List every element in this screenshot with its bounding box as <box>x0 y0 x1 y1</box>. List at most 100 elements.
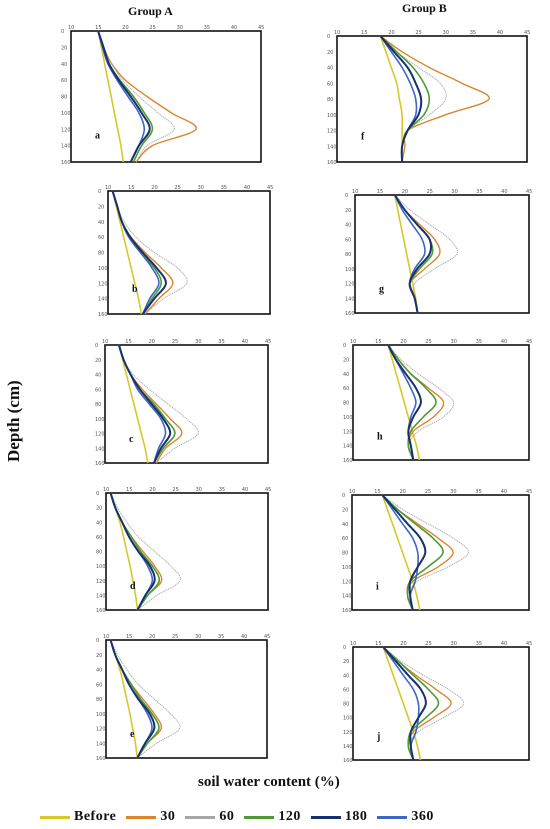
y-tick-label: 140 <box>343 444 353 450</box>
series-line-60 <box>112 190 188 315</box>
y-tick-label: 60 <box>61 78 67 84</box>
x-tick-label: 45 <box>526 339 532 345</box>
plot-frame <box>105 639 268 759</box>
legend-item: 30 <box>126 809 175 825</box>
y-tick-label: 60 <box>96 682 102 688</box>
y-tick-label: 40 <box>343 673 349 679</box>
plot-frame <box>105 492 269 611</box>
panel-d: 10 15 20 25 30 35 40 45 0 20 40 60 80 100 120 140 160 d <box>96 487 271 614</box>
series-line-360 <box>394 194 426 314</box>
panel-letter: h <box>377 431 383 442</box>
x-tick-label: 30 <box>451 189 457 195</box>
series-line-30 <box>109 492 163 611</box>
series-line-before <box>381 494 421 611</box>
x-tick-label: 30 <box>177 25 183 31</box>
y-tick-label: 140 <box>96 741 106 747</box>
y-tick-label: 60 <box>327 81 333 87</box>
series-line-before <box>109 492 139 611</box>
panel-g: 10 15 20 25 30 35 40 45 0 20 40 60 80 100 120 140 160 g <box>345 189 532 317</box>
y-tick-label: 80 <box>345 252 351 258</box>
x-tick-label: 20 <box>402 189 408 195</box>
x-tick-label: 10 <box>334 30 340 36</box>
y-tick-label: 100 <box>343 415 353 421</box>
panel-i: 10 15 20 25 30 35 40 45 0 20 40 60 80 100 120 140 160 i <box>342 489 532 614</box>
plot-frame <box>70 30 262 163</box>
legend-label: 60 <box>219 809 235 824</box>
y-tick-label: 140 <box>345 296 355 302</box>
plot-frame <box>351 494 530 611</box>
y-tick-label: 160 <box>95 461 105 467</box>
x-tick-label: 45 <box>526 641 532 647</box>
x-tick-label: 45 <box>258 25 264 31</box>
y-tick-label: 0 <box>327 34 330 40</box>
panel-letter: c <box>129 434 134 445</box>
y-tick-label: 0 <box>96 491 99 497</box>
series-line-180 <box>381 494 427 611</box>
legend-label: 360 <box>411 809 434 824</box>
legend: Before 30 60 120 180 360 <box>40 806 550 828</box>
legend-item: 180 <box>310 809 368 825</box>
legend-swatch <box>377 815 408 819</box>
series-line-60 <box>118 344 199 464</box>
series-line-before <box>394 194 419 314</box>
y-tick-label: 160 <box>61 160 71 166</box>
x-tick-label: 10 <box>102 339 108 345</box>
x-tick-label: 35 <box>476 189 482 195</box>
y-tick-label: 100 <box>327 113 337 119</box>
y-tick-label: 20 <box>343 357 349 363</box>
x-tick-label: 40 <box>497 30 503 36</box>
panel-letter: e <box>130 729 135 740</box>
y-tick-label: 100 <box>98 266 108 272</box>
series-line-120 <box>381 494 444 611</box>
x-tick-label: 15 <box>126 487 132 493</box>
plot-frame <box>354 194 530 314</box>
x-tick-label: 10 <box>349 489 355 495</box>
y-tick-label: 20 <box>96 506 102 512</box>
x-axis-title: soil water content (%) <box>198 774 340 790</box>
x-tick-label: 10 <box>103 487 109 493</box>
plot-frame <box>336 35 528 163</box>
series-line-before <box>379 35 404 162</box>
series-line-30 <box>379 35 490 163</box>
y-tick-label: 140 <box>343 744 353 750</box>
x-tick-label: 30 <box>450 489 456 495</box>
y-tick-label: 40 <box>342 522 348 528</box>
y-tick-label: 120 <box>96 727 106 733</box>
x-tick-label: 20 <box>149 634 155 640</box>
y-tick-label: 20 <box>345 208 351 214</box>
plot-frame <box>104 344 269 464</box>
x-tick-label: 25 <box>172 339 178 345</box>
x-tick-label: 45 <box>524 30 530 36</box>
series-line-360 <box>118 344 167 464</box>
x-tick-label: 15 <box>375 339 381 345</box>
legend-item: Before <box>40 809 116 825</box>
legend-item: 360 <box>377 809 434 825</box>
x-tick-label: 15 <box>374 489 380 495</box>
series-line-180 <box>379 35 423 163</box>
x-tick-label: 40 <box>242 487 248 493</box>
y-tick-label: 0 <box>61 29 64 35</box>
x-tick-label: 10 <box>68 25 74 31</box>
y-tick-label: 80 <box>327 97 333 103</box>
x-tick-label: 35 <box>475 489 481 495</box>
x-tick-label: 30 <box>443 30 449 36</box>
series-line-360 <box>97 30 146 163</box>
y-tick-label: 100 <box>96 712 106 718</box>
legend-item: 120 <box>244 809 301 825</box>
series-line-60 <box>110 639 181 759</box>
series-line-180 <box>118 344 172 464</box>
x-tick-label: 15 <box>375 641 381 647</box>
x-tick-label: 10 <box>103 634 109 640</box>
y-tick-label: 160 <box>342 608 352 614</box>
x-tick-label: 25 <box>425 489 431 495</box>
x-tick-label: 25 <box>425 339 431 345</box>
y-tick-label: 0 <box>343 645 346 651</box>
x-tick-label: 20 <box>122 25 128 31</box>
y-tick-label: 120 <box>343 730 353 736</box>
y-tick-label: 0 <box>95 343 98 349</box>
y-tick-label: 60 <box>342 536 348 542</box>
plot-frame <box>352 344 530 461</box>
panel-letter: b <box>132 284 138 295</box>
x-tick-label: 20 <box>149 487 155 493</box>
x-tick-label: 10 <box>350 339 356 345</box>
